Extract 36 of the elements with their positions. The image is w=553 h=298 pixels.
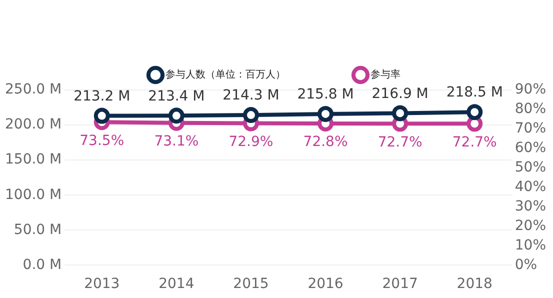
y-tick-label: 200.0 M [5, 116, 62, 133]
legend-label: 参与率 [370, 68, 400, 81]
data-label: 216.9 M [372, 86, 428, 102]
x-tick-label: 2018 [456, 276, 492, 292]
y2-tick-label: 40% [514, 178, 546, 195]
data-label: 72.8% [303, 134, 348, 150]
y-tick-label: 50.0 M [14, 222, 62, 238]
data-label: 72.7% [452, 134, 497, 150]
y-tick-label: 100.0 M [5, 186, 62, 203]
y2-tick-label: 60% [514, 140, 546, 156]
y2-tick-label: 80% [514, 101, 546, 118]
x-tick-label: 2017 [382, 276, 418, 292]
data-label: 72.7% [378, 134, 422, 150]
data-label: 213.2 M [74, 88, 130, 104]
y2-tick-label: 0% [514, 256, 538, 273]
data-label: 215.8 M [297, 86, 354, 103]
y2-tick-label: 30% [514, 198, 546, 214]
y2-tick-label: 50% [514, 160, 546, 176]
y-tick-label: 150.0 M [5, 152, 62, 168]
y-tick-label: 250.0 M [5, 82, 62, 98]
data-label: 214.3 M [222, 88, 280, 104]
x-tick-label: 2013 [84, 276, 120, 292]
x-tick-label: 2016 [308, 276, 344, 292]
x-tick-label: 2015 [233, 276, 269, 292]
legend-label: 参与人数（单位：百万人） [166, 68, 286, 81]
y2-tick-label: 70% [514, 120, 546, 137]
y2-tick-label: 10% [514, 237, 546, 254]
data-label: 73.1% [154, 134, 199, 150]
data-label: 73.5% [80, 132, 124, 149]
y2-tick-label: 90% [514, 82, 546, 98]
x-tick-label: 2014 [158, 276, 194, 292]
data-label: 72.9% [228, 134, 274, 150]
y-tick-label: 0.0 M [22, 256, 62, 273]
y2-tick-label: 20% [514, 218, 546, 234]
data-label: 213.4 M [148, 88, 205, 104]
data-label: 218.5 M [446, 84, 503, 101]
